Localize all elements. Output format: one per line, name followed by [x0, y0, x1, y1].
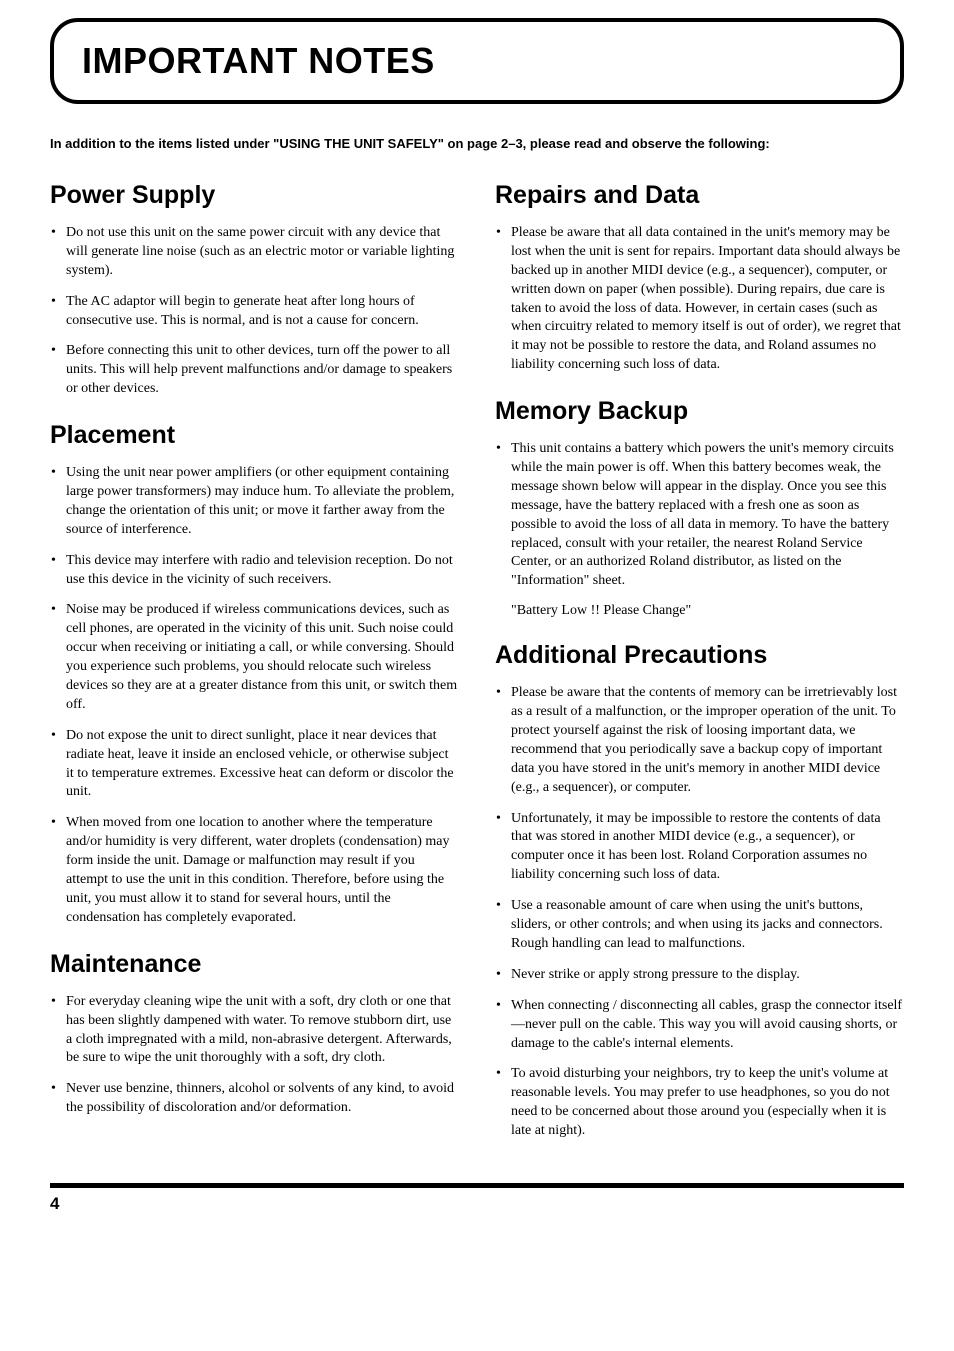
bullet-list: Using the unit near power amplifiers (or…	[50, 464, 459, 928]
content-columns: Power Supply Do not use this unit on the…	[50, 177, 904, 1155]
list-item: Unfortunately, it may be impossible to r…	[495, 810, 904, 886]
page-number: 4	[50, 1194, 59, 1213]
page-title: IMPORTANT NOTES	[82, 40, 872, 82]
list-item: For everyday cleaning wipe the unit with…	[50, 993, 459, 1069]
page-footer: 4	[50, 1183, 904, 1214]
section-heading: Additional Precautions	[495, 641, 904, 670]
section-heading: Maintenance	[50, 950, 459, 979]
list-item: Never strike or apply strong pressure to…	[495, 966, 904, 985]
list-item: Please be aware that all data contained …	[495, 224, 904, 375]
list-item: The AC adaptor will begin to generate he…	[50, 293, 459, 331]
right-column: Repairs and Data Please be aware that al…	[495, 177, 904, 1155]
bullet-list: For everyday cleaning wipe the unit with…	[50, 993, 459, 1118]
list-item: Noise may be produced if wireless commun…	[50, 601, 459, 714]
list-item: Please be aware that the contents of mem…	[495, 684, 904, 797]
list-item: Do not expose the unit to direct sunligh…	[50, 727, 459, 803]
quote-text: "Battery Low !! Please Change"	[495, 603, 904, 619]
bullet-list: Do not use this unit on the same power c…	[50, 224, 459, 399]
section-heading: Memory Backup	[495, 397, 904, 426]
section-heading: Power Supply	[50, 181, 459, 210]
list-item: When moved from one location to another …	[50, 814, 459, 927]
title-box: IMPORTANT NOTES	[50, 18, 904, 104]
list-item: When connecting / disconnecting all cabl…	[495, 997, 904, 1054]
list-item: This device may interfere with radio and…	[50, 552, 459, 590]
list-item: This unit contains a battery which power…	[495, 440, 904, 591]
list-item: To avoid disturbing your neighbors, try …	[495, 1065, 904, 1141]
list-item: Do not use this unit on the same power c…	[50, 224, 459, 281]
bullet-list: Please be aware that all data contained …	[495, 224, 904, 375]
bullet-list: This unit contains a battery which power…	[495, 440, 904, 591]
list-item: Use a reasonable amount of care when usi…	[495, 897, 904, 954]
list-item: Before connecting this unit to other dev…	[50, 342, 459, 399]
list-item: Never use benzine, thinners, alcohol or …	[50, 1080, 459, 1118]
list-item: Using the unit near power amplifiers (or…	[50, 464, 459, 540]
intro-text: In addition to the items listed under "U…	[50, 136, 904, 151]
bullet-list: Please be aware that the contents of mem…	[495, 684, 904, 1141]
section-heading: Repairs and Data	[495, 181, 904, 210]
left-column: Power Supply Do not use this unit on the…	[50, 177, 459, 1155]
section-heading: Placement	[50, 421, 459, 450]
